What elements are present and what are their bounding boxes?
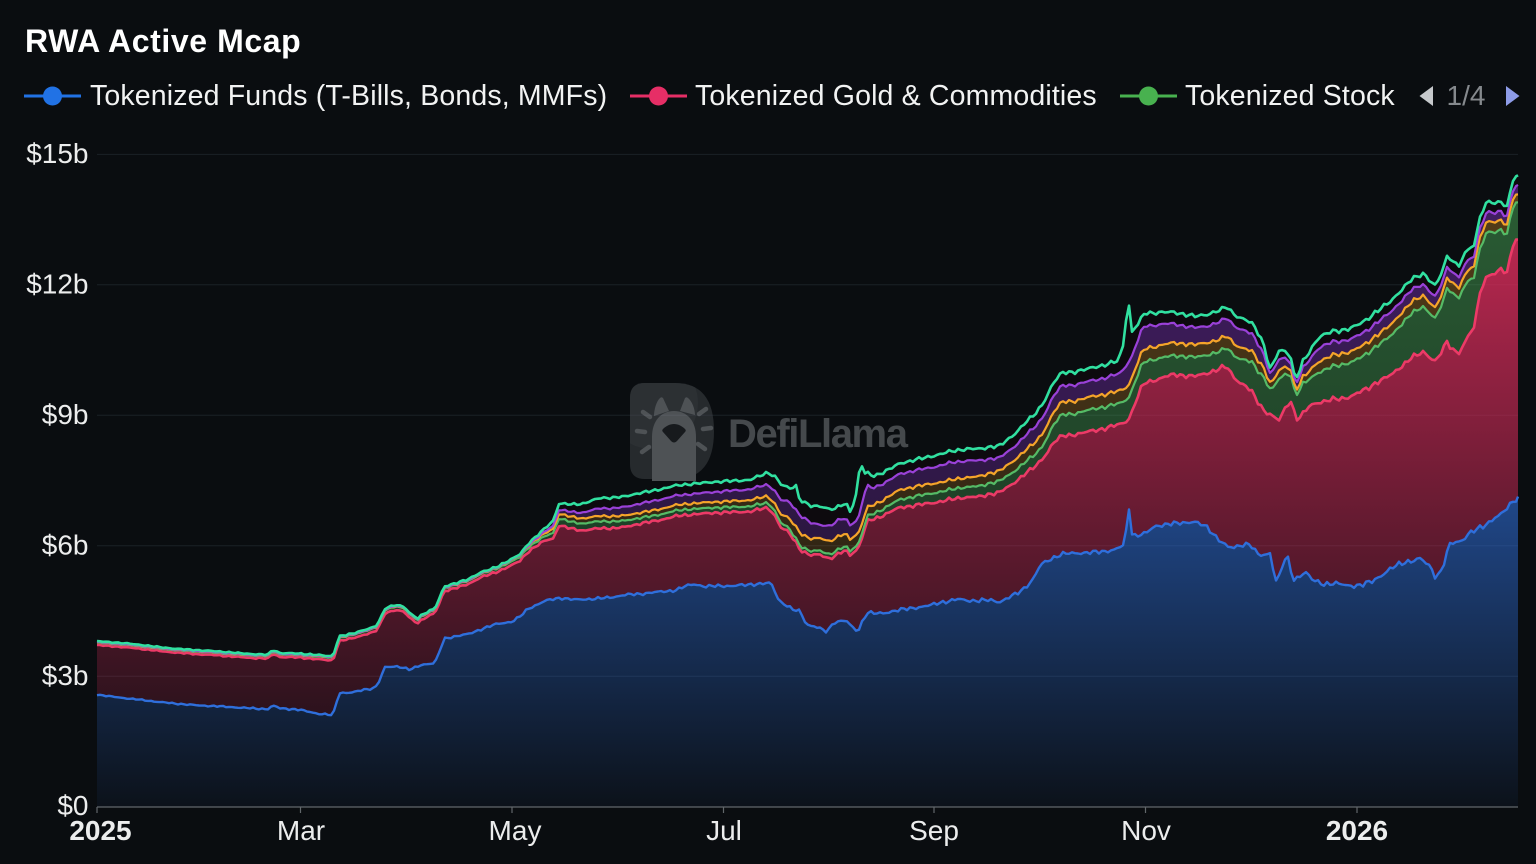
svg-text:Tokenized Funds (T-Bills, Bond: Tokenized Funds (T-Bills, Bonds, MMFs) [90, 80, 607, 112]
svg-text:May: May [489, 815, 542, 846]
svg-text:$9b: $9b [42, 399, 89, 430]
svg-text:$6b: $6b [42, 529, 89, 560]
svg-text:Tokenized Stock: Tokenized Stock [1185, 80, 1395, 112]
svg-text:1/4: 1/4 [1447, 80, 1486, 111]
svg-text:RWA Active Mcap: RWA Active Mcap [25, 23, 301, 59]
svg-text:$15b: $15b [26, 138, 88, 169]
svg-text:Mar: Mar [277, 815, 325, 846]
svg-text:$12b: $12b [26, 268, 88, 299]
svg-text:Nov: Nov [1121, 815, 1171, 846]
svg-text:$3b: $3b [42, 660, 89, 691]
svg-text:$0: $0 [57, 790, 88, 821]
svg-text:2025: 2025 [69, 815, 131, 846]
svg-text:2026: 2026 [1326, 815, 1388, 846]
svg-text:Sep: Sep [909, 815, 959, 846]
svg-text:Jul: Jul [706, 815, 742, 846]
svg-text:DefiLlama: DefiLlama [728, 412, 909, 456]
svg-text:Tokenized Gold & Commodities: Tokenized Gold & Commodities [695, 80, 1097, 112]
